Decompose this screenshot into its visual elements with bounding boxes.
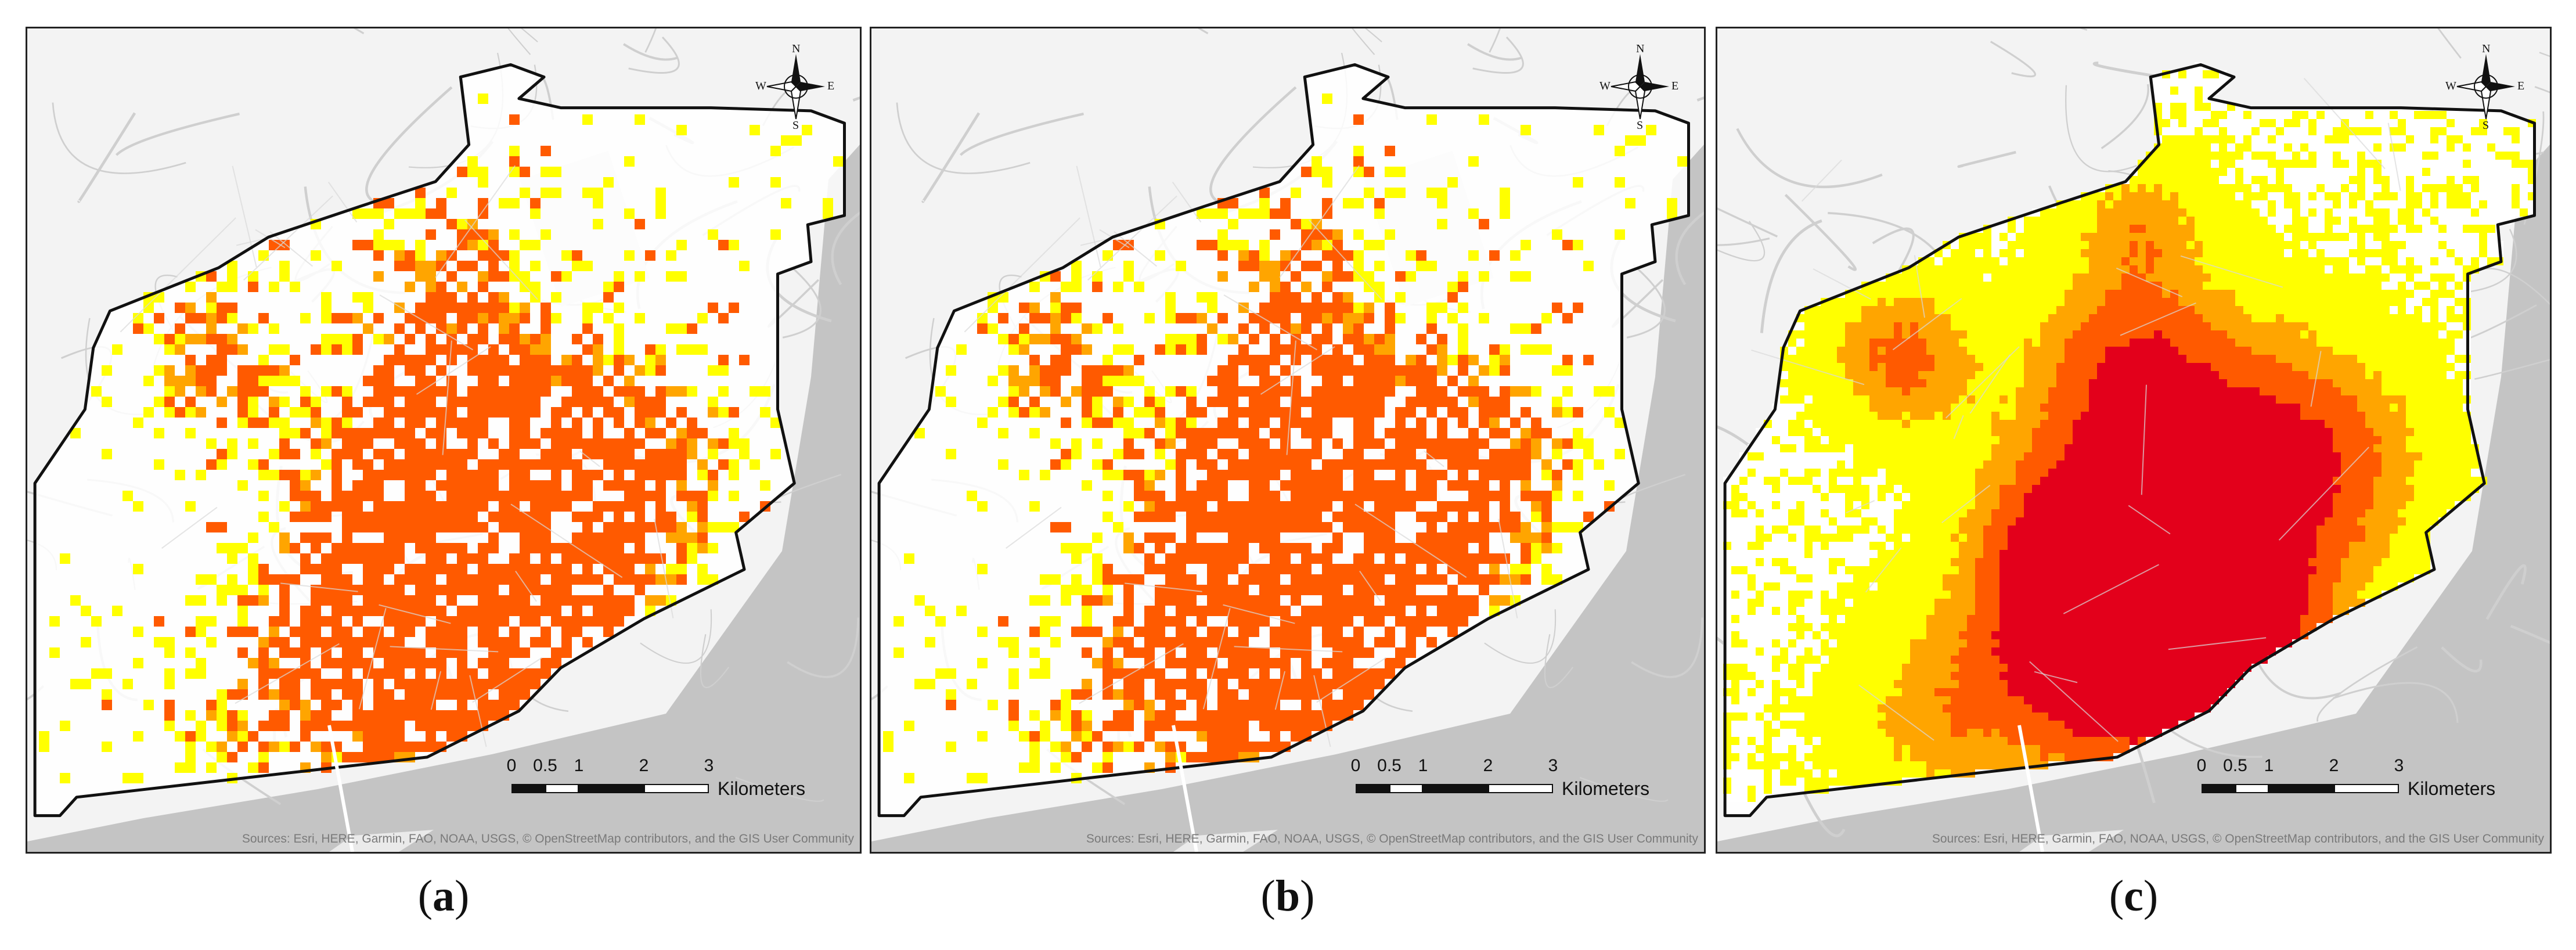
scale-segment	[1356, 784, 1389, 793]
scale-bar: 0 0.5 1 2 3 Kilometers	[1350, 756, 1678, 808]
scale-tick-label: 0	[1350, 756, 1361, 775]
north-arrow-icon: N S E W	[1599, 42, 1681, 133]
map-canvas	[1717, 28, 2550, 852]
scale-segment	[2202, 784, 2235, 793]
compass-e-label: E	[1671, 80, 1679, 92]
scale-bar: 0 0.5 1 2 3 Kilometers	[506, 756, 834, 808]
north-arrow-icon: N S E W	[2445, 42, 2527, 133]
compass-e-label: E	[2517, 80, 2525, 92]
scale-tick-label: 1	[574, 756, 584, 775]
scale-segment	[1389, 784, 1423, 793]
scale-tick-label: 0.5	[2223, 756, 2247, 775]
scale-unit-label: Kilometers	[2408, 778, 2496, 799]
scale-segment	[1423, 784, 1488, 793]
scale-bar: 0 0.5 1 2 3 Kilometers	[2196, 756, 2524, 808]
north-arrow-icon: N S E W	[755, 42, 837, 133]
scale-unit-label: Kilometers	[1562, 778, 1650, 799]
map-canvas	[871, 28, 1704, 852]
map-attribution: Sources: Esri, HERE, Garmin, FAO, NOAA, …	[1086, 832, 1698, 845]
scale-tick-label: 0	[506, 756, 517, 775]
scale-segment	[545, 784, 579, 793]
scale-segment	[579, 784, 644, 793]
scale-tick-label: 0.5	[533, 756, 557, 775]
scale-tick-label: 1	[2264, 756, 2274, 775]
panel-caption-a: (a)	[417, 872, 470, 920]
scale-tick-label: 2	[2329, 756, 2339, 775]
compass-w-label: W	[2445, 80, 2456, 92]
scale-segment	[2334, 784, 2399, 793]
panel-caption-b: (b)	[1260, 872, 1315, 920]
scale-tick-label: 2	[1483, 756, 1493, 775]
compass-s-label: S	[2483, 119, 2489, 132]
compass-s-label: S	[1637, 119, 1644, 132]
compass-e-label: E	[827, 80, 835, 92]
compass-w-label: W	[755, 80, 766, 92]
map-attribution: Sources: Esri, HERE, Garmin, FAO, NOAA, …	[1932, 832, 2544, 845]
scale-segment	[2269, 784, 2334, 793]
scale-tick-label: 1	[1418, 756, 1428, 775]
map-panel-c: N S E W 0 0.5 1 2 3 Kilometers Sources: …	[1716, 27, 2552, 854]
scale-tick-label: 3	[1548, 756, 1558, 775]
scale-segment	[1488, 784, 1553, 793]
scale-unit-label: Kilometers	[718, 778, 806, 799]
map-attribution: Sources: Esri, HERE, Garmin, FAO, NOAA, …	[242, 832, 854, 845]
scale-tick-label: 2	[639, 756, 649, 775]
compass-w-label: W	[1599, 80, 1611, 92]
compass-n-label: N	[1636, 42, 1645, 55]
scale-tick-label: 3	[704, 756, 714, 775]
compass-n-label: N	[2482, 42, 2491, 55]
scale-segment	[511, 784, 545, 793]
compass-s-label: S	[792, 119, 799, 132]
map-panel-b: N S E W 0 0.5 1 2 3 Kilometers Sources: …	[870, 27, 1706, 854]
scale-tick-label: 0.5	[1377, 756, 1402, 775]
map-panel-a: N S E W 0 0.5 1 2 3 Kilometers Sources: …	[26, 27, 862, 854]
map-canvas	[27, 28, 860, 852]
compass-n-label: N	[792, 42, 801, 55]
panel-caption-c: (c)	[2109, 872, 2159, 920]
scale-segment	[644, 784, 709, 793]
scale-tick-label: 3	[2394, 756, 2404, 775]
scale-segment	[2235, 784, 2269, 793]
scale-tick-label: 0	[2196, 756, 2207, 775]
